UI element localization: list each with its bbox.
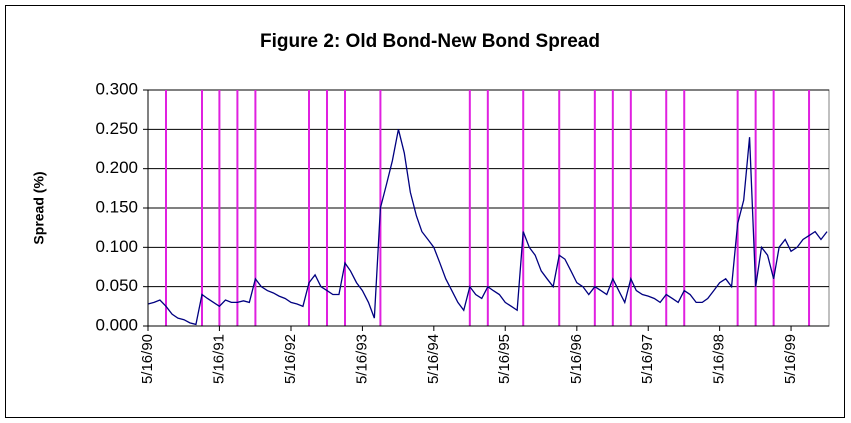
x-tick-label: 5/16/93 [353, 334, 370, 384]
data-line [147, 129, 828, 326]
y-tick-label: 0.250 [95, 119, 138, 138]
y-tick-label: 0.100 [95, 237, 138, 256]
x-tick-label: 5/16/92 [282, 334, 299, 384]
y-tick-label: 0.200 [95, 158, 138, 177]
x-tick-label: 5/16/99 [782, 334, 799, 384]
x-tick-label: 5/16/96 [568, 334, 585, 384]
y-tick-label: 0.050 [95, 276, 138, 295]
x-tick-label: 5/16/90 [139, 334, 156, 384]
chart-title: Figure 2: Old Bond-New Bond Spread [260, 31, 600, 52]
x-tick-label: 5/16/91 [210, 334, 227, 384]
y-tick-label: 0.000 [95, 315, 138, 334]
x-tick-label: 5/16/97 [639, 334, 656, 384]
x-tick-label: 5/16/94 [425, 334, 442, 384]
y-tick-label: 0.150 [95, 197, 138, 216]
x-tick-label: 5/16/95 [496, 334, 513, 384]
x-tick-label: 5/16/98 [711, 334, 728, 384]
y-tick-label: 0.300 [95, 79, 138, 98]
y-axis-label: Spread (%) [31, 171, 47, 244]
